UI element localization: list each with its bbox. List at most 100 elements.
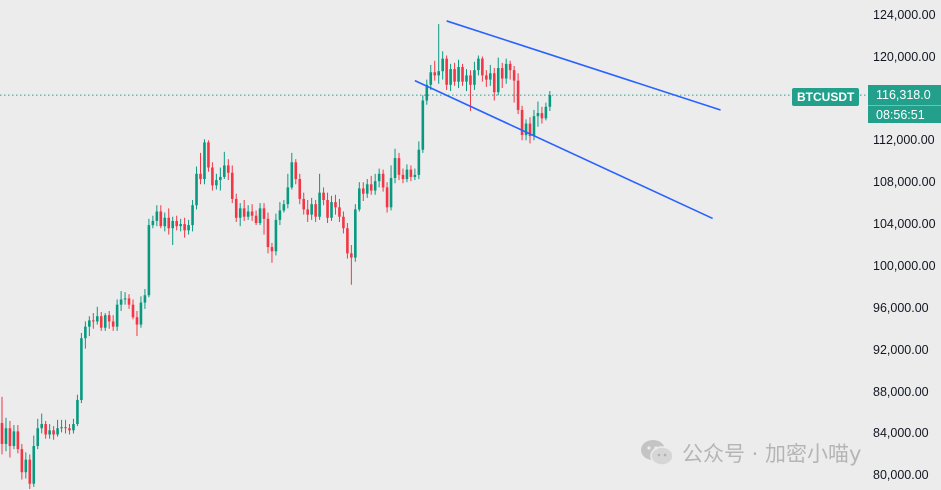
candle-up (223, 165, 226, 177)
candle-up (151, 220, 155, 226)
candle-down (540, 113, 544, 119)
candle-down (270, 247, 274, 252)
candle-up (155, 211, 159, 221)
candle-up (179, 224, 182, 227)
candle-down (346, 228, 349, 254)
candle-up (310, 204, 313, 215)
candle-up (365, 184, 369, 194)
candle-down (107, 315, 111, 322)
candle-down (334, 202, 337, 208)
candle-down (230, 172, 234, 199)
candle-down (135, 317, 139, 325)
candle-down (20, 449, 24, 473)
candle-down (199, 173, 202, 180)
candle-up (405, 169, 409, 180)
last-price-badge: 116,318.0 08:56:51 (868, 85, 941, 123)
candle-down (226, 165, 230, 173)
candle-down (492, 73, 496, 93)
y-tick-label: 120,000.00 (873, 49, 936, 64)
candle-down (512, 70, 516, 81)
badge-divider (868, 105, 941, 106)
candle-down (294, 162, 298, 180)
candle-down (127, 298, 131, 305)
candle-up (123, 298, 127, 300)
candle-up (191, 205, 194, 226)
candle-down (481, 58, 484, 76)
y-tick-label: 112,000.00 (873, 133, 935, 148)
candle-down (445, 58, 448, 85)
candle-up (278, 210, 282, 220)
candle-down (338, 207, 341, 217)
candle-up (72, 424, 75, 431)
candle-up (457, 67, 460, 82)
last-price-value: 116,318.0 (876, 88, 931, 102)
candle-up (429, 72, 433, 85)
candle-down (350, 253, 353, 258)
candle-up (40, 424, 43, 429)
candle-up (290, 162, 294, 188)
candle-up (544, 106, 548, 119)
candle-down (508, 63, 512, 71)
candle-up (32, 446, 36, 484)
candle-down (254, 215, 258, 224)
candle-down (28, 459, 32, 484)
candle-up (489, 73, 492, 80)
candle-down (302, 198, 306, 210)
candle-up (48, 430, 51, 435)
y-tick-label: 124,000.00 (873, 7, 936, 22)
candle-up (143, 295, 147, 303)
candle-down (361, 188, 365, 194)
candle-down (183, 224, 186, 231)
candle-up (95, 316, 99, 322)
candle-down (234, 198, 238, 218)
candle-down (469, 75, 472, 85)
candle-down (306, 209, 309, 215)
candle-up (496, 68, 500, 93)
candle-down (111, 321, 115, 327)
candle-up (103, 315, 107, 328)
candle-up (215, 180, 218, 186)
candle-down (485, 75, 488, 80)
candle-down (159, 211, 163, 227)
candle-up (330, 202, 333, 218)
candle-up (147, 225, 151, 296)
y-tick-label: 96,000.00 (873, 300, 929, 315)
candle-up (4, 428, 8, 444)
candle-down (381, 173, 385, 188)
candle-down (64, 427, 67, 429)
candle-down (68, 428, 71, 431)
bar-countdown: 08:56:51 (876, 108, 925, 122)
candle-up (441, 58, 444, 72)
y-tick-label: 80,000.00 (873, 468, 929, 483)
candle-down (99, 316, 103, 328)
y-tick-label: 88,000.00 (873, 384, 929, 399)
candle-up (80, 338, 83, 400)
candle-up (84, 326, 87, 339)
candle-up (238, 208, 242, 218)
y-tick-label: 92,000.00 (873, 342, 929, 357)
candle-down (326, 199, 329, 218)
candle-up (532, 116, 536, 137)
candle-down (401, 174, 405, 180)
candle-up (477, 58, 480, 71)
candle-up (449, 69, 452, 85)
symbol-badge: BTCUSDT (792, 88, 860, 106)
candle-up (60, 427, 63, 429)
candle-down (92, 320, 95, 322)
candle-down (409, 169, 413, 177)
candle-up (354, 209, 357, 258)
candle-up (393, 158, 397, 178)
candle-up (421, 100, 425, 150)
candle-up (417, 149, 421, 175)
candle-down (16, 431, 20, 450)
candle-up (171, 220, 175, 229)
candle-up (524, 123, 528, 136)
candle-up (187, 225, 190, 231)
watermark-text: 公众号 · 加密小喵y (682, 442, 862, 466)
candle-down (211, 167, 214, 186)
candle-up (56, 428, 59, 435)
candle-up (258, 208, 262, 224)
candle-up (437, 71, 440, 76)
